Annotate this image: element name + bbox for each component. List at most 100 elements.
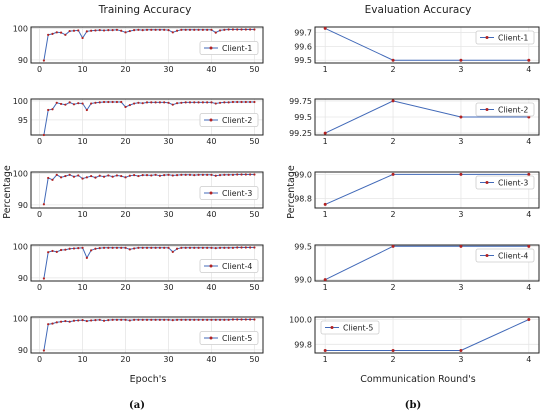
- data-point: [141, 29, 144, 32]
- data-point: [158, 28, 161, 31]
- y-tick-label: 100: [13, 243, 28, 252]
- legend-marker-swatch: [485, 108, 489, 111]
- legend-label: Client-5: [222, 334, 252, 343]
- x-tick-label: 2: [391, 355, 396, 364]
- data-point: [236, 246, 239, 249]
- data-point: [193, 28, 196, 31]
- y-tick-label: 90: [18, 274, 28, 283]
- evaluation-client-2: 1 2 3 4 99.25 99.5 99.75 Client-2: [289, 97, 540, 146]
- data-point: [115, 100, 119, 104]
- data-point: [210, 173, 213, 176]
- plot-frame: [314, 26, 540, 64]
- data-point: [98, 29, 101, 32]
- data-point: [323, 202, 327, 206]
- legend-marker-swatch: [485, 181, 489, 184]
- data-point: [98, 174, 101, 177]
- data-point: [175, 174, 179, 177]
- data-point: [90, 249, 93, 252]
- data-point: [128, 319, 131, 322]
- data-point: [102, 246, 106, 249]
- data-point: [231, 28, 235, 31]
- data-point: [167, 246, 170, 249]
- x-tick-label: 4: [526, 283, 531, 292]
- data-point: [47, 251, 50, 254]
- data-point: [77, 29, 80, 32]
- data-point: [163, 28, 166, 31]
- data-point: [206, 28, 209, 31]
- data-point: [141, 174, 144, 177]
- data-point: [145, 174, 149, 177]
- y-tick-label: 99.75: [289, 97, 312, 106]
- x-tick-label: 20: [120, 210, 130, 219]
- evaluation-ylabel: Percentage: [286, 165, 297, 219]
- data-point: [128, 174, 131, 177]
- data-point: [197, 318, 200, 321]
- data-point: [391, 349, 395, 353]
- series-line: [324, 245, 529, 281]
- data-point: [47, 323, 50, 326]
- data-point: [94, 101, 97, 104]
- legend: Client-3: [199, 186, 259, 200]
- data-point: [68, 247, 71, 250]
- legend: Client-5: [320, 320, 380, 335]
- data-point: [85, 319, 88, 323]
- data-point: [55, 31, 58, 34]
- x-tick-label: 40: [206, 137, 216, 146]
- data-point: [55, 173, 58, 176]
- legend-box: [199, 259, 259, 273]
- data-point: [253, 246, 256, 249]
- data-point: [120, 29, 123, 32]
- y-tick-label: 99.0: [294, 170, 312, 179]
- data-point: [459, 349, 463, 353]
- data-point: [145, 246, 149, 249]
- plot-frame: [314, 98, 540, 136]
- data-point: [163, 318, 166, 321]
- data-point: [42, 349, 45, 352]
- data-point: [236, 318, 239, 321]
- y-tick-label: 100: [13, 170, 28, 179]
- data-point: [98, 318, 101, 321]
- data-point: [133, 29, 136, 32]
- data-point: [218, 246, 222, 249]
- x-tick-label: 40: [206, 355, 216, 364]
- y-tick-label: 90: [18, 346, 28, 355]
- series-line: [324, 100, 529, 134]
- data-point: [120, 174, 123, 178]
- data-point: [64, 319, 67, 323]
- data-point: [218, 318, 222, 321]
- data-point: [107, 29, 110, 32]
- y-tick-label: 99.0: [294, 276, 312, 285]
- x-tick-label: 2: [391, 283, 396, 292]
- data-point: [115, 246, 119, 249]
- data-point: [59, 176, 63, 179]
- data-point: [68, 29, 71, 33]
- y-tick-label: 90: [18, 201, 28, 210]
- legend-marker-swatch: [209, 191, 213, 195]
- data-point: [111, 246, 114, 249]
- data-point: [214, 31, 217, 34]
- legend: Client-4: [199, 259, 259, 273]
- data-point: [184, 101, 187, 104]
- y-tick-label: 99.5: [294, 56, 312, 65]
- x-tick-label: 50: [249, 283, 259, 292]
- data-point: [244, 28, 247, 31]
- data-point: [158, 101, 161, 104]
- x-tick-label: 10: [77, 355, 87, 364]
- data-point: [115, 318, 119, 321]
- data-point: [51, 322, 54, 325]
- data-point: [240, 318, 243, 321]
- data-point: [141, 102, 144, 105]
- legend-marker-swatch: [209, 118, 213, 122]
- data-point: [175, 102, 179, 105]
- legend-label: Client-2: [498, 106, 528, 115]
- data-point: [158, 318, 161, 321]
- legend: Client-3: [475, 175, 535, 190]
- data-point: [459, 58, 463, 62]
- data-point: [171, 31, 174, 34]
- data-point: [206, 318, 209, 321]
- data-point: [150, 174, 153, 177]
- data-point: [64, 103, 67, 106]
- legend-box: [475, 175, 535, 190]
- evaluation-client-3: 1 2 3 4 98.8 99.0 Client-3: [294, 170, 540, 219]
